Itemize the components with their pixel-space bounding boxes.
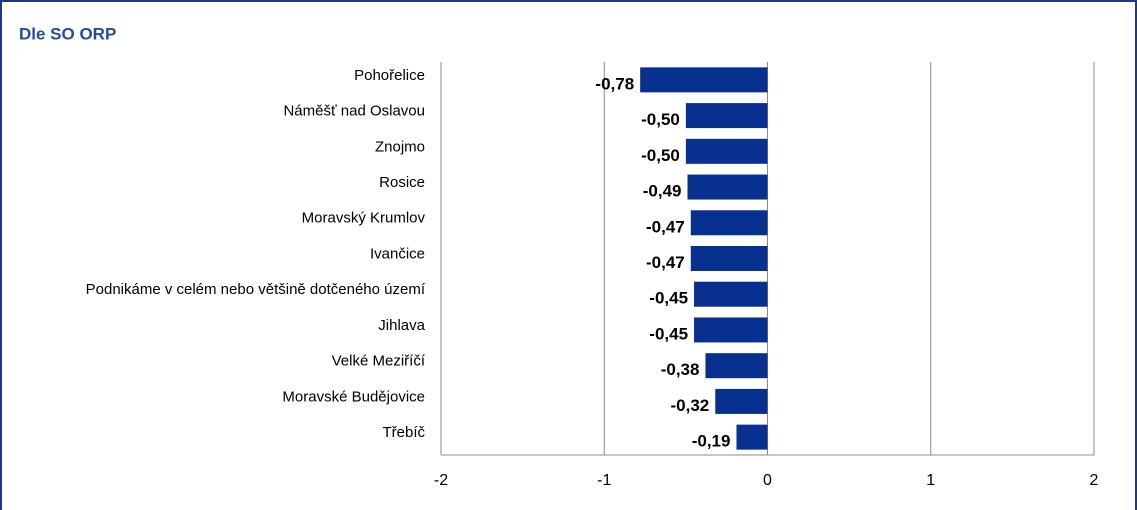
value-label: -0,78 — [595, 74, 634, 93]
bar — [685, 103, 768, 129]
bar — [687, 174, 768, 200]
bar — [694, 317, 768, 343]
value-label: -0,50 — [641, 146, 680, 165]
value-label: -0,45 — [649, 324, 688, 343]
y-tick-label: Moravský Krumlov — [302, 210, 426, 227]
bar — [685, 138, 768, 164]
y-tick-label: Rosice — [379, 174, 425, 191]
x-tick-label: -1 — [597, 472, 611, 489]
x-tick-label: 0 — [763, 472, 772, 489]
x-tick-label: -2 — [434, 472, 448, 489]
bar — [715, 388, 768, 414]
y-tick-label: Pohořelice — [354, 67, 425, 84]
y-tick-label: Ivančice — [370, 245, 425, 262]
bar — [705, 353, 768, 379]
value-label: -0,38 — [661, 360, 700, 379]
bar — [690, 210, 768, 236]
y-tick-label: Náměšť nad Oslavou — [283, 103, 425, 120]
bar — [690, 246, 768, 271]
chart-title: Dle SO ORP — [19, 24, 116, 43]
y-tick-label: Podnikáme v celém nebo většině dotčeného… — [86, 281, 426, 298]
y-tick-label: Moravské Budějovice — [282, 388, 425, 405]
bar — [694, 281, 768, 307]
value-label: -0,45 — [649, 289, 688, 308]
y-tick-label: Znojmo — [375, 138, 425, 155]
bar — [736, 424, 768, 450]
value-label: -0,50 — [641, 110, 680, 129]
y-tick-label: Třebíč — [382, 424, 425, 441]
value-label: -0,47 — [646, 217, 685, 236]
value-label: -0,19 — [692, 432, 731, 451]
bar — [640, 67, 768, 93]
value-label: -0,47 — [646, 253, 685, 272]
value-label: -0,32 — [671, 396, 710, 415]
x-tick-label: 2 — [1090, 472, 1099, 489]
x-tick-label: 1 — [926, 472, 935, 489]
value-label: -0,49 — [643, 182, 682, 201]
y-tick-label: Velké Meziříčí — [332, 353, 426, 370]
y-tick-label: Jihlava — [378, 317, 425, 334]
